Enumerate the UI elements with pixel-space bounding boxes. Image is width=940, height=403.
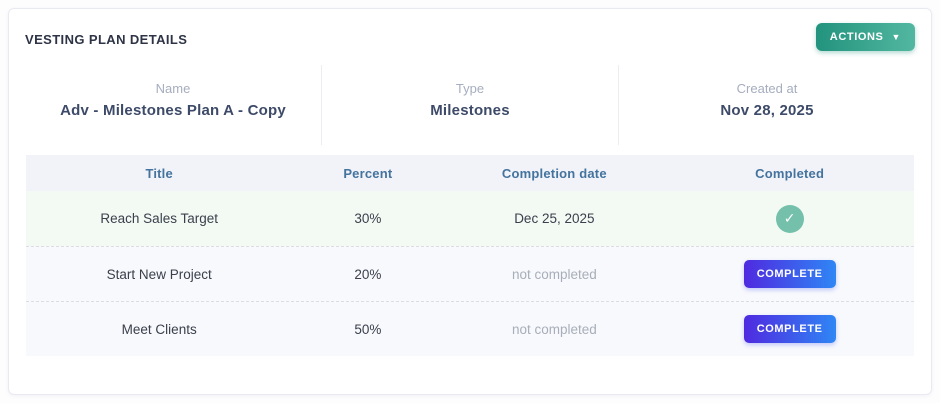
- table-row: Reach Sales Target 30% Dec 25, 2025 ✓: [26, 191, 914, 246]
- info-label: Name: [155, 81, 191, 96]
- milestone-title: Start New Project: [106, 266, 212, 282]
- check-circle-icon: ✓: [775, 204, 804, 233]
- table-header-row: Title Percent Completion date Completed: [26, 155, 914, 191]
- milestone-completion-date: Dec 25, 2025: [514, 211, 595, 226]
- milestone-title: Reach Sales Target: [100, 211, 218, 226]
- complete-button[interactable]: COMPLETE: [743, 315, 836, 343]
- completed-cell: COMPLETE: [665, 315, 914, 343]
- info-label: Created at: [736, 81, 798, 96]
- complete-button[interactable]: COMPLETE: [743, 260, 836, 288]
- actions-button-label: ACTIONS: [829, 31, 884, 43]
- plan-name-value: Adv - Milestones Plan A - Copy: [60, 102, 286, 119]
- column-header-completed: Completed: [755, 165, 825, 181]
- column-header-title: Title: [145, 165, 173, 181]
- info-field-created-at: Created at Nov 28, 2025: [618, 65, 915, 145]
- info-field-name: Name Adv - Milestones Plan A - Copy: [25, 65, 321, 145]
- column-header-completion-date: Completion date: [501, 165, 607, 181]
- table-row: Start New Project 20% not completed COMP…: [26, 246, 914, 301]
- milestones-table: Title Percent Completion date Completed …: [26, 155, 914, 356]
- milestone-completion-date: not completed: [511, 266, 597, 282]
- plan-info-strip: Name Adv - Milestones Plan A - Copy Type…: [9, 65, 931, 145]
- plan-created-at-value: Nov 28, 2025: [720, 102, 814, 119]
- page-title: VESTING PLAN DETAILS: [25, 32, 188, 47]
- milestone-title: Meet Clients: [121, 321, 197, 337]
- vesting-plan-details-card: VESTING PLAN DETAILS ACTIONS ▼ Name Adv …: [8, 8, 932, 395]
- completed-cell: ✓: [665, 204, 914, 233]
- column-header-percent: Percent: [343, 165, 393, 181]
- milestone-percent: 50%: [354, 321, 382, 337]
- info-label: Type: [455, 81, 485, 96]
- completed-cell: COMPLETE: [665, 260, 914, 288]
- info-field-type: Type Milestones: [321, 65, 618, 145]
- plan-type-value: Milestones: [430, 102, 510, 119]
- milestone-percent: 30%: [354, 211, 382, 226]
- table-row: Meet Clients 50% not completed COMPLETE: [26, 301, 914, 356]
- actions-button[interactable]: ACTIONS ▼: [815, 23, 915, 51]
- chevron-down-icon: ▼: [891, 31, 901, 42]
- milestone-completion-date: not completed: [511, 321, 597, 337]
- card-header: VESTING PLAN DETAILS ACTIONS ▼: [9, 9, 931, 51]
- milestone-percent: 20%: [354, 266, 382, 282]
